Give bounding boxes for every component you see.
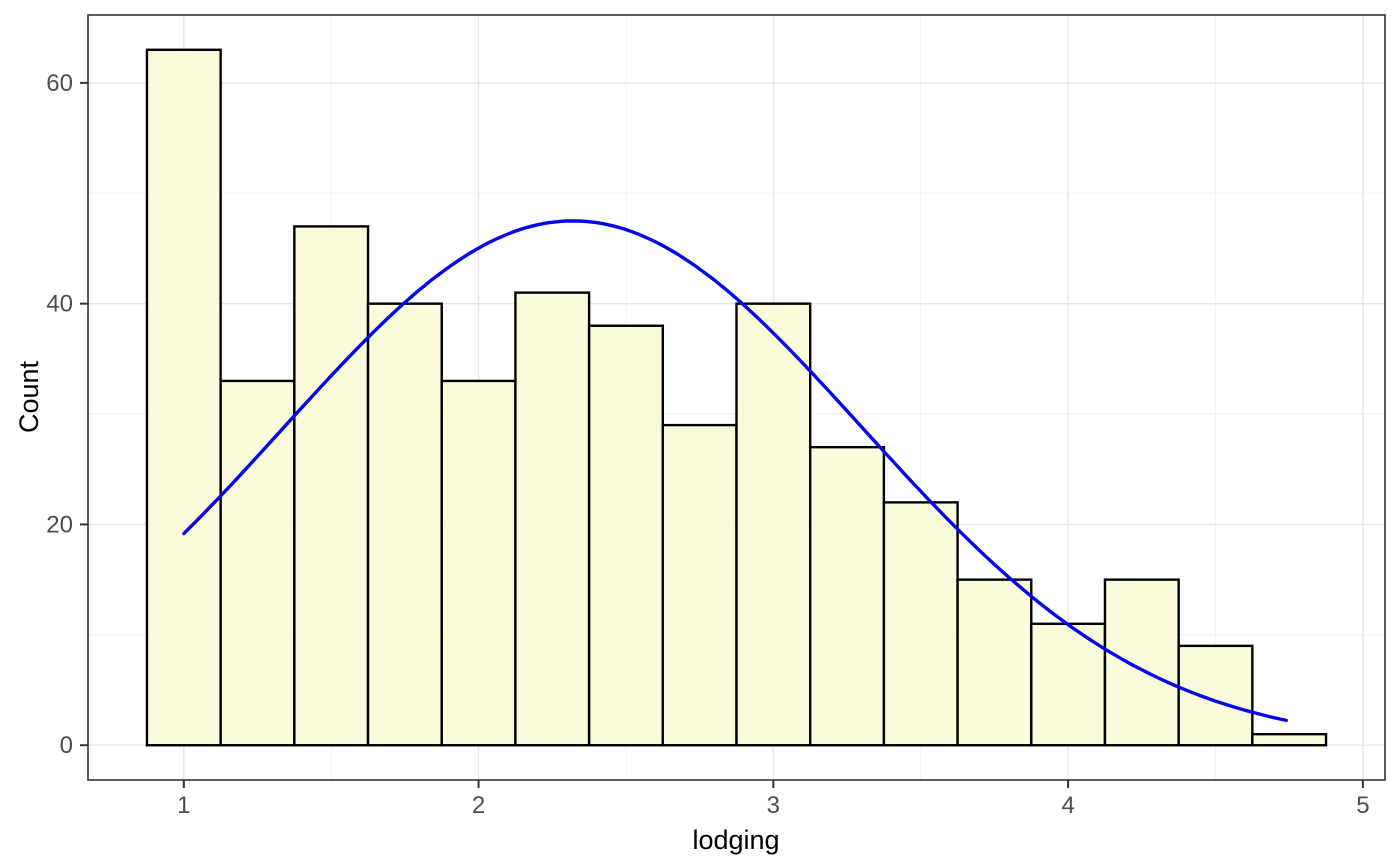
x-tick-label: 2	[472, 792, 485, 819]
histogram-bar	[514, 291, 591, 747]
histogram-bar	[1251, 732, 1328, 747]
normal-density-curve	[182, 219, 1288, 723]
y-tick-label: 20	[46, 511, 73, 538]
y-tick-label: 0	[60, 732, 73, 759]
histogram-bar	[145, 48, 222, 747]
histogram-bar	[587, 324, 665, 747]
histogram-bar	[293, 225, 370, 747]
x-tick-label: 5	[1356, 792, 1369, 819]
x-tick-label: 1	[177, 792, 190, 819]
histogram-bar	[219, 379, 296, 747]
y-tick-label: 40	[46, 291, 73, 318]
histogram-bar	[440, 379, 517, 747]
y-tick-label: 60	[46, 70, 73, 97]
histogram-bar	[1103, 578, 1180, 747]
histogram-bar	[882, 501, 959, 747]
x-tick-label: 3	[767, 792, 780, 819]
histogram-bar	[808, 445, 886, 747]
x-axis-title: lodging	[692, 825, 779, 855]
y-axis-title: Count	[14, 360, 44, 433]
histogram-bar	[1177, 644, 1254, 747]
histogram-bar	[661, 423, 738, 747]
x-tick-label: 4	[1061, 792, 1074, 819]
panel-border	[87, 14, 1386, 781]
histogram-bar	[366, 302, 443, 747]
histogram-bar	[735, 302, 812, 747]
axis-tick-labels: 1 2 3 4 5 0 20 40 60	[46, 70, 1369, 819]
histogram-bars	[145, 48, 1328, 747]
histogram-bar	[956, 578, 1033, 747]
axis-tick-marks	[80, 81, 1364, 788]
